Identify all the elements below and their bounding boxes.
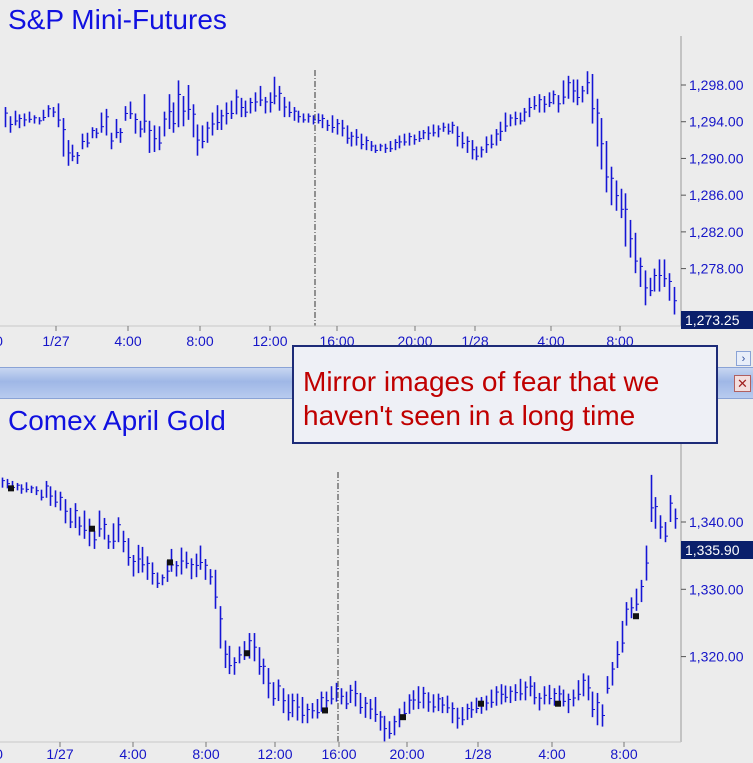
session-marker <box>478 700 484 707</box>
x-tick-label: 4:00 <box>538 746 565 762</box>
x-tick-label: 20:00 <box>389 746 424 762</box>
x-tick-label: 1/27 <box>46 746 73 762</box>
session-marker <box>400 714 406 721</box>
last-price-label: 1,273.25 <box>685 312 740 328</box>
y-tick-label: 1,294.00 <box>689 114 744 130</box>
annotation-line-1: Mirror images of fear that we <box>303 366 660 397</box>
x-tick-label: 0 <box>0 746 3 762</box>
x-tick-label: 16:00 <box>321 746 356 762</box>
y-tick-label: 1,320.00 <box>689 649 744 665</box>
y-tick-label: 1,282.00 <box>689 224 744 240</box>
x-tick-label: 12:00 <box>257 746 292 762</box>
close-pane-button[interactable]: ✕ <box>734 375 751 392</box>
gold-chart-title: Comex April Gold <box>8 405 226 436</box>
y-tick-label: 1,290.00 <box>689 150 744 166</box>
annotation-line-2: haven't seen in a long time <box>303 400 636 431</box>
scroll-right-button[interactable]: › <box>736 351 751 366</box>
session-marker <box>167 559 173 566</box>
session-marker <box>322 707 328 714</box>
x-tick-label: 8:00 <box>192 746 219 762</box>
y-tick-label: 1,298.00 <box>689 77 744 93</box>
last-price-badge <box>681 311 753 329</box>
session-marker <box>244 650 250 657</box>
close-icon: ✕ <box>737 376 748 391</box>
x-tick-label: 8:00 <box>186 333 213 349</box>
annotation-box: Mirror images of fear that we haven't se… <box>292 345 718 444</box>
session-marker <box>633 613 639 620</box>
session-marker <box>8 485 14 492</box>
session-marker <box>555 700 561 707</box>
gold-chart: 1,340.00 1,330.00 1,320.00 1,335.90 0 1/27 4:0… <box>0 440 753 762</box>
last-price-label: 1,335.90 <box>685 542 740 558</box>
last-price-badge <box>681 541 753 559</box>
session-marker <box>89 525 95 532</box>
y-tick-label: 1,340.00 <box>689 514 744 530</box>
x-tick-label: 4:00 <box>114 333 141 349</box>
x-tick-label: 1/28 <box>464 746 491 762</box>
y-tick-label: 1,278.00 <box>689 261 744 277</box>
x-tick-label: 12:00 <box>252 333 287 349</box>
x-tick-label: 4:00 <box>119 746 146 762</box>
x-tick-label: 1/27 <box>42 333 69 349</box>
chevron-right-icon: › <box>741 353 746 365</box>
y-tick-label: 1,330.00 <box>689 581 744 597</box>
sp-chart-title: S&P Mini-Futures <box>8 4 227 35</box>
x-tick-label: 8:00 <box>610 746 637 762</box>
y-tick-label: 1,286.00 <box>689 187 744 203</box>
x-tick-label: 0 <box>0 333 3 349</box>
